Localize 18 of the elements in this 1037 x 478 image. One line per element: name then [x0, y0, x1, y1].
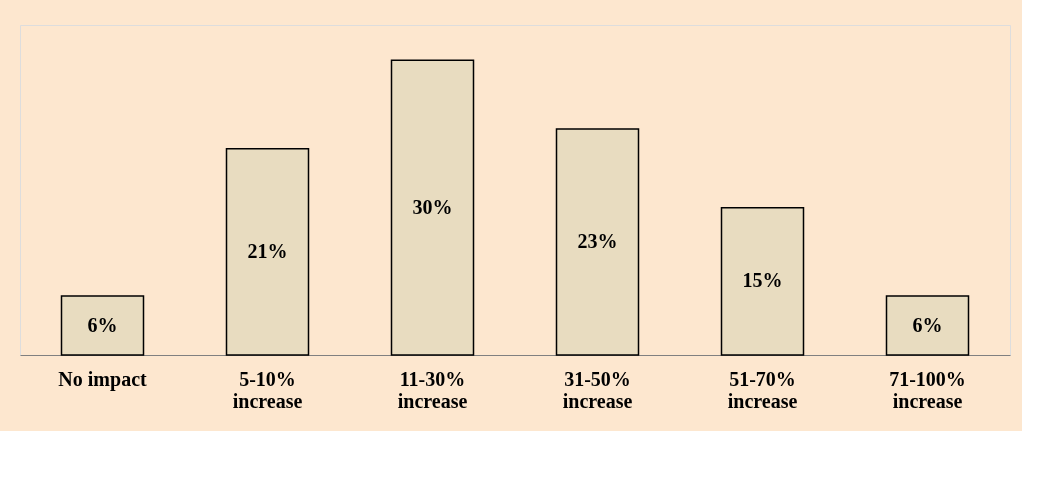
- data-label: 6%: [87, 313, 118, 336]
- bar: [720, 206, 805, 356]
- bar: [225, 148, 310, 356]
- x-tick-label: 31-50% increase: [562, 367, 633, 412]
- bar: [555, 128, 640, 356]
- x-tick-label: 11-30% increase: [397, 367, 468, 412]
- bar: [390, 59, 475, 356]
- data-label: 30%: [412, 195, 453, 218]
- data-label: 23%: [577, 230, 618, 253]
- bar: [885, 295, 970, 356]
- x-tick-label: 71-100% increase: [889, 367, 966, 412]
- data-label: 6%: [912, 313, 943, 336]
- data-label: 21%: [247, 239, 288, 262]
- x-tick-label: 5-10% increase: [232, 367, 303, 412]
- x-tick-label: No impact: [58, 367, 147, 391]
- x-tick-label: 51-70% increase: [727, 367, 798, 412]
- data-label: 15%: [742, 269, 783, 292]
- bar: [60, 295, 145, 356]
